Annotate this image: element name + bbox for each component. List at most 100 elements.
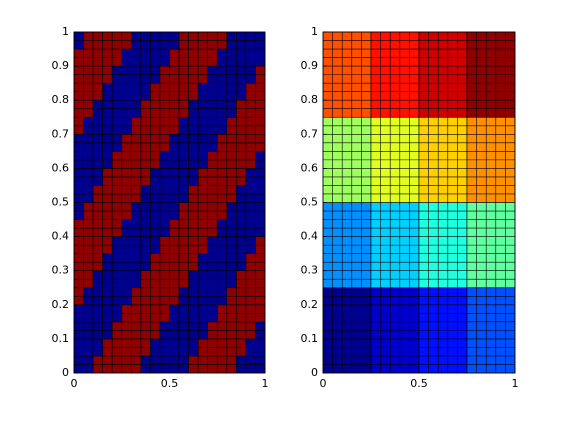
cell [140, 91, 151, 101]
cell [178, 176, 189, 186]
cell [111, 65, 123, 75]
cell [150, 125, 161, 135]
cell [255, 48, 266, 58]
cell [245, 287, 256, 297]
cell [111, 253, 123, 263]
cell [159, 91, 170, 101]
cell [226, 236, 237, 246]
cell [140, 40, 151, 50]
cell [188, 82, 199, 92]
cell [111, 193, 123, 203]
cell [245, 57, 256, 67]
cell [226, 338, 237, 348]
cell [150, 347, 161, 357]
cell [83, 57, 94, 67]
cell [102, 65, 113, 75]
cell [102, 202, 113, 212]
cell [178, 159, 189, 169]
cell [178, 65, 189, 75]
cell [255, 227, 266, 237]
cell [236, 193, 247, 203]
cell [245, 40, 256, 50]
cell [92, 278, 103, 289]
cell [169, 142, 180, 152]
cell [140, 108, 151, 118]
cell [169, 338, 180, 348]
cell [73, 278, 84, 289]
cell [226, 295, 237, 306]
cell [92, 57, 103, 67]
cell [83, 134, 94, 144]
y-tick-label: 0.9 [52, 59, 70, 72]
cell [188, 355, 199, 365]
cell [188, 91, 199, 101]
cell [92, 125, 103, 135]
cell [216, 185, 228, 195]
cell [188, 142, 199, 152]
x-tick-label: 0.5 [161, 377, 179, 390]
cell [197, 142, 208, 152]
cell [140, 304, 151, 314]
cell [188, 244, 199, 254]
x-tick-label: 0.5 [410, 377, 428, 390]
y-tick-label: 0 [311, 366, 318, 379]
cell [73, 219, 84, 229]
cell [121, 270, 132, 280]
cell [150, 210, 161, 220]
cell [188, 270, 199, 280]
cell [197, 261, 208, 271]
cell [197, 116, 208, 127]
cell [169, 74, 180, 84]
cell [245, 185, 256, 195]
cell [245, 295, 256, 306]
cell [188, 151, 199, 161]
cell [226, 210, 237, 220]
y-tick-label: 0.3 [301, 264, 319, 277]
cell [150, 304, 161, 314]
cell [169, 253, 180, 263]
cell [102, 270, 113, 280]
cell [150, 278, 161, 289]
cell [197, 355, 208, 365]
cell [73, 116, 84, 127]
cell [207, 151, 218, 161]
cell [140, 227, 151, 237]
cell [245, 364, 256, 374]
y-tick-label: 0.8 [52, 93, 70, 106]
cell [169, 313, 180, 323]
x-tick-label: 0 [320, 377, 327, 390]
cell [121, 125, 132, 135]
cell [216, 261, 228, 271]
cell [102, 287, 113, 297]
cell [245, 236, 256, 246]
cell [226, 261, 237, 271]
cell [169, 82, 180, 92]
cell [159, 31, 170, 41]
cell [216, 270, 228, 280]
cell [102, 48, 113, 58]
cell [245, 82, 256, 92]
cell [188, 48, 199, 58]
cell [111, 99, 123, 110]
cell [131, 168, 142, 178]
cell [102, 116, 113, 127]
cell [255, 176, 266, 186]
cell [236, 65, 247, 75]
cell [216, 168, 228, 178]
cell [245, 304, 256, 314]
cell [131, 210, 142, 220]
cell [111, 151, 123, 161]
cell [178, 116, 189, 127]
cell [255, 125, 266, 135]
cell [255, 278, 266, 289]
x-tick-label: 0 [71, 377, 78, 390]
cell [245, 74, 256, 84]
cell [159, 57, 170, 67]
cell [83, 193, 94, 203]
cell [245, 270, 256, 280]
cell [111, 287, 123, 297]
cell [150, 82, 161, 92]
cell [140, 330, 151, 340]
cell [216, 48, 228, 58]
cell [83, 364, 94, 374]
